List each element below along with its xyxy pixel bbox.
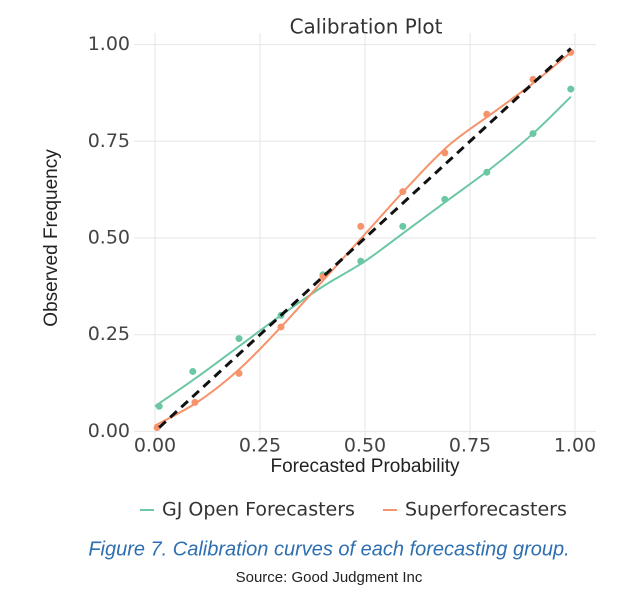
- point: [189, 367, 197, 375]
- legend-label: GJ Open Forecasters: [162, 499, 355, 521]
- point: [357, 222, 365, 230]
- x-tick-label: 0.00: [134, 435, 176, 457]
- point: [399, 222, 407, 230]
- x-tick-label: 1.00: [554, 435, 596, 457]
- point: [235, 335, 243, 343]
- x-tick-label: 0.75: [449, 435, 491, 457]
- x-axis-label: Forecasted Probability: [270, 456, 460, 477]
- caption: Figure 7. Calibration curves of each for…: [88, 538, 569, 560]
- y-tick-label: 1.00: [88, 33, 130, 55]
- legend-label: Superforecasters: [405, 499, 567, 521]
- y-tick-label: 0.75: [88, 130, 130, 152]
- y-axis-label: Observed Frequency: [41, 149, 62, 327]
- point: [567, 85, 575, 93]
- source: Source: Good Judgment Inc: [236, 569, 423, 586]
- fit-curve: [154, 51, 572, 427]
- reference-line: [158, 47, 572, 429]
- chart-title: Calibration Plot: [290, 15, 443, 39]
- y-tick-label: 0.00: [88, 420, 130, 442]
- x-tick-label: 0.50: [344, 435, 386, 457]
- x-tick-label: 0.25: [239, 435, 281, 457]
- y-tick-label: 0.25: [88, 323, 130, 345]
- fit-curve: [154, 96, 572, 408]
- y-tick-label: 0.50: [88, 227, 130, 249]
